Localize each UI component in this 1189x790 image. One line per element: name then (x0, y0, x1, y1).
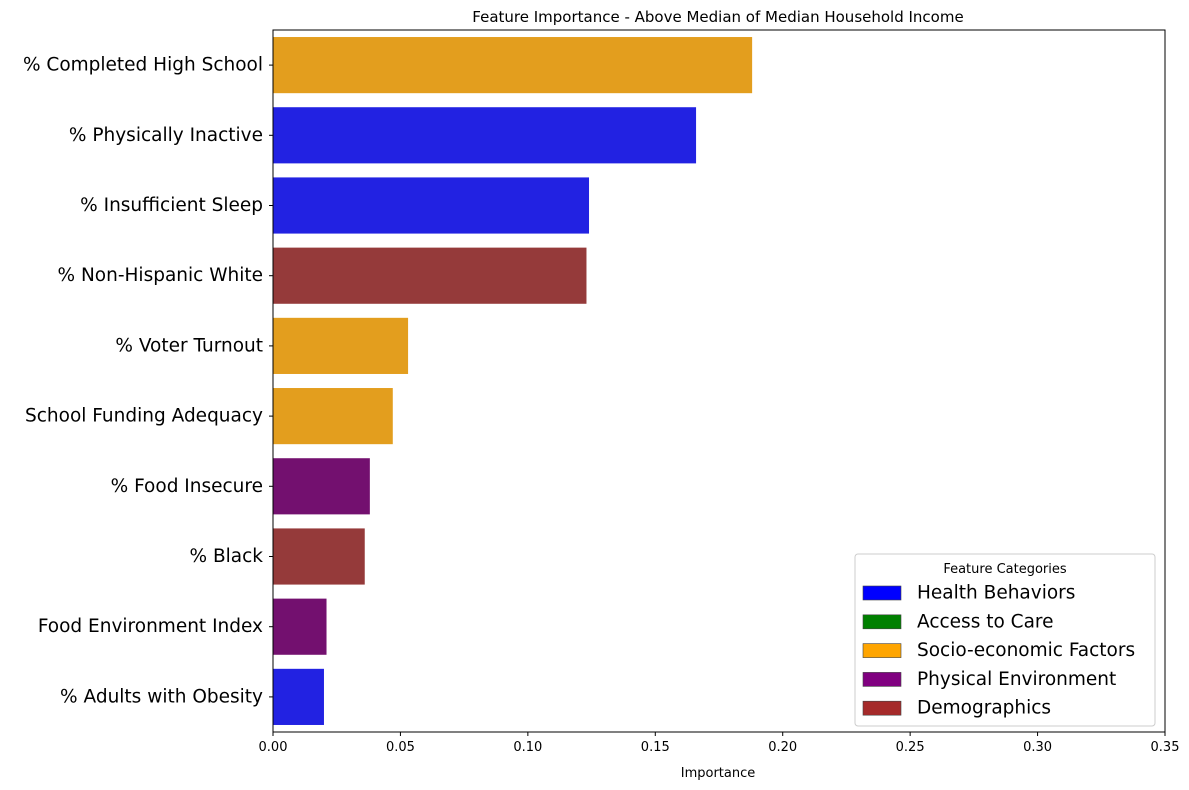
x-tick-label: 0.30 (1023, 740, 1052, 755)
x-tick-label: 0.10 (513, 740, 542, 755)
category-labels-group: % Completed High School % Physically Inac… (23, 55, 273, 707)
legend-label: Demographics (917, 698, 1051, 719)
category-label: % Black (189, 546, 263, 567)
x-tick-label: 0.05 (386, 740, 415, 755)
legend-title: Feature Categories (943, 562, 1067, 577)
category-label: % Non-Hispanic White (58, 265, 264, 286)
category-label: % Physically Inactive (69, 125, 263, 146)
bar-3 (273, 247, 587, 304)
category-label: % Voter Turnout (115, 335, 263, 356)
chart-title: Feature Importance - Above Median of Med… (472, 8, 963, 26)
category-label: School Funding Adequacy (25, 406, 263, 427)
x-tick-label: 0.00 (259, 740, 288, 755)
category-label: % Adults with Obesity (60, 686, 263, 707)
x-tick-label: 0.25 (896, 740, 925, 755)
x-tick-label: 0.20 (768, 740, 797, 755)
bar-0 (273, 37, 753, 94)
legend-swatch (862, 700, 902, 716)
bar-9 (273, 668, 324, 725)
bar-8 (273, 598, 327, 655)
x-tick-label: 0.15 (641, 740, 670, 755)
x-axis-label: Importance (681, 766, 756, 781)
legend-entries: Health Behaviors Access to Care Socio-econ… (862, 583, 1135, 719)
x-axis: 0.00 0.05 0.10 0.15 0.20 0.25 0.30 0.35 (259, 732, 1180, 755)
legend-box (854, 553, 1156, 727)
legend-swatch (862, 672, 902, 687)
category-label: Food Environment Index (38, 616, 263, 637)
x-tick-label: 0.35 (1151, 740, 1180, 755)
bars-group (273, 37, 753, 725)
legend-label: Physical Environment (917, 669, 1116, 690)
legend: Feature Categories Health Behaviors Acces… (854, 553, 1156, 727)
legend-swatch (862, 614, 902, 630)
category-label: % Insufficient Sleep (80, 195, 263, 216)
legend-swatch (862, 585, 902, 601)
legend-swatch (862, 643, 902, 658)
bar-2 (273, 177, 590, 234)
bar-7 (273, 528, 365, 585)
legend-label: Access to Care (917, 611, 1054, 632)
bar-1 (273, 107, 697, 164)
plot-frame (272, 29, 1166, 733)
category-label: % Food Insecure (111, 476, 263, 497)
legend-label: Health Behaviors (917, 583, 1075, 604)
category-label: % Completed High School (23, 55, 263, 76)
bar-5 (273, 388, 393, 445)
legend-label: Socio-economic Factors (917, 640, 1135, 661)
bar-6 (273, 458, 370, 515)
bar-4 (273, 317, 409, 374)
